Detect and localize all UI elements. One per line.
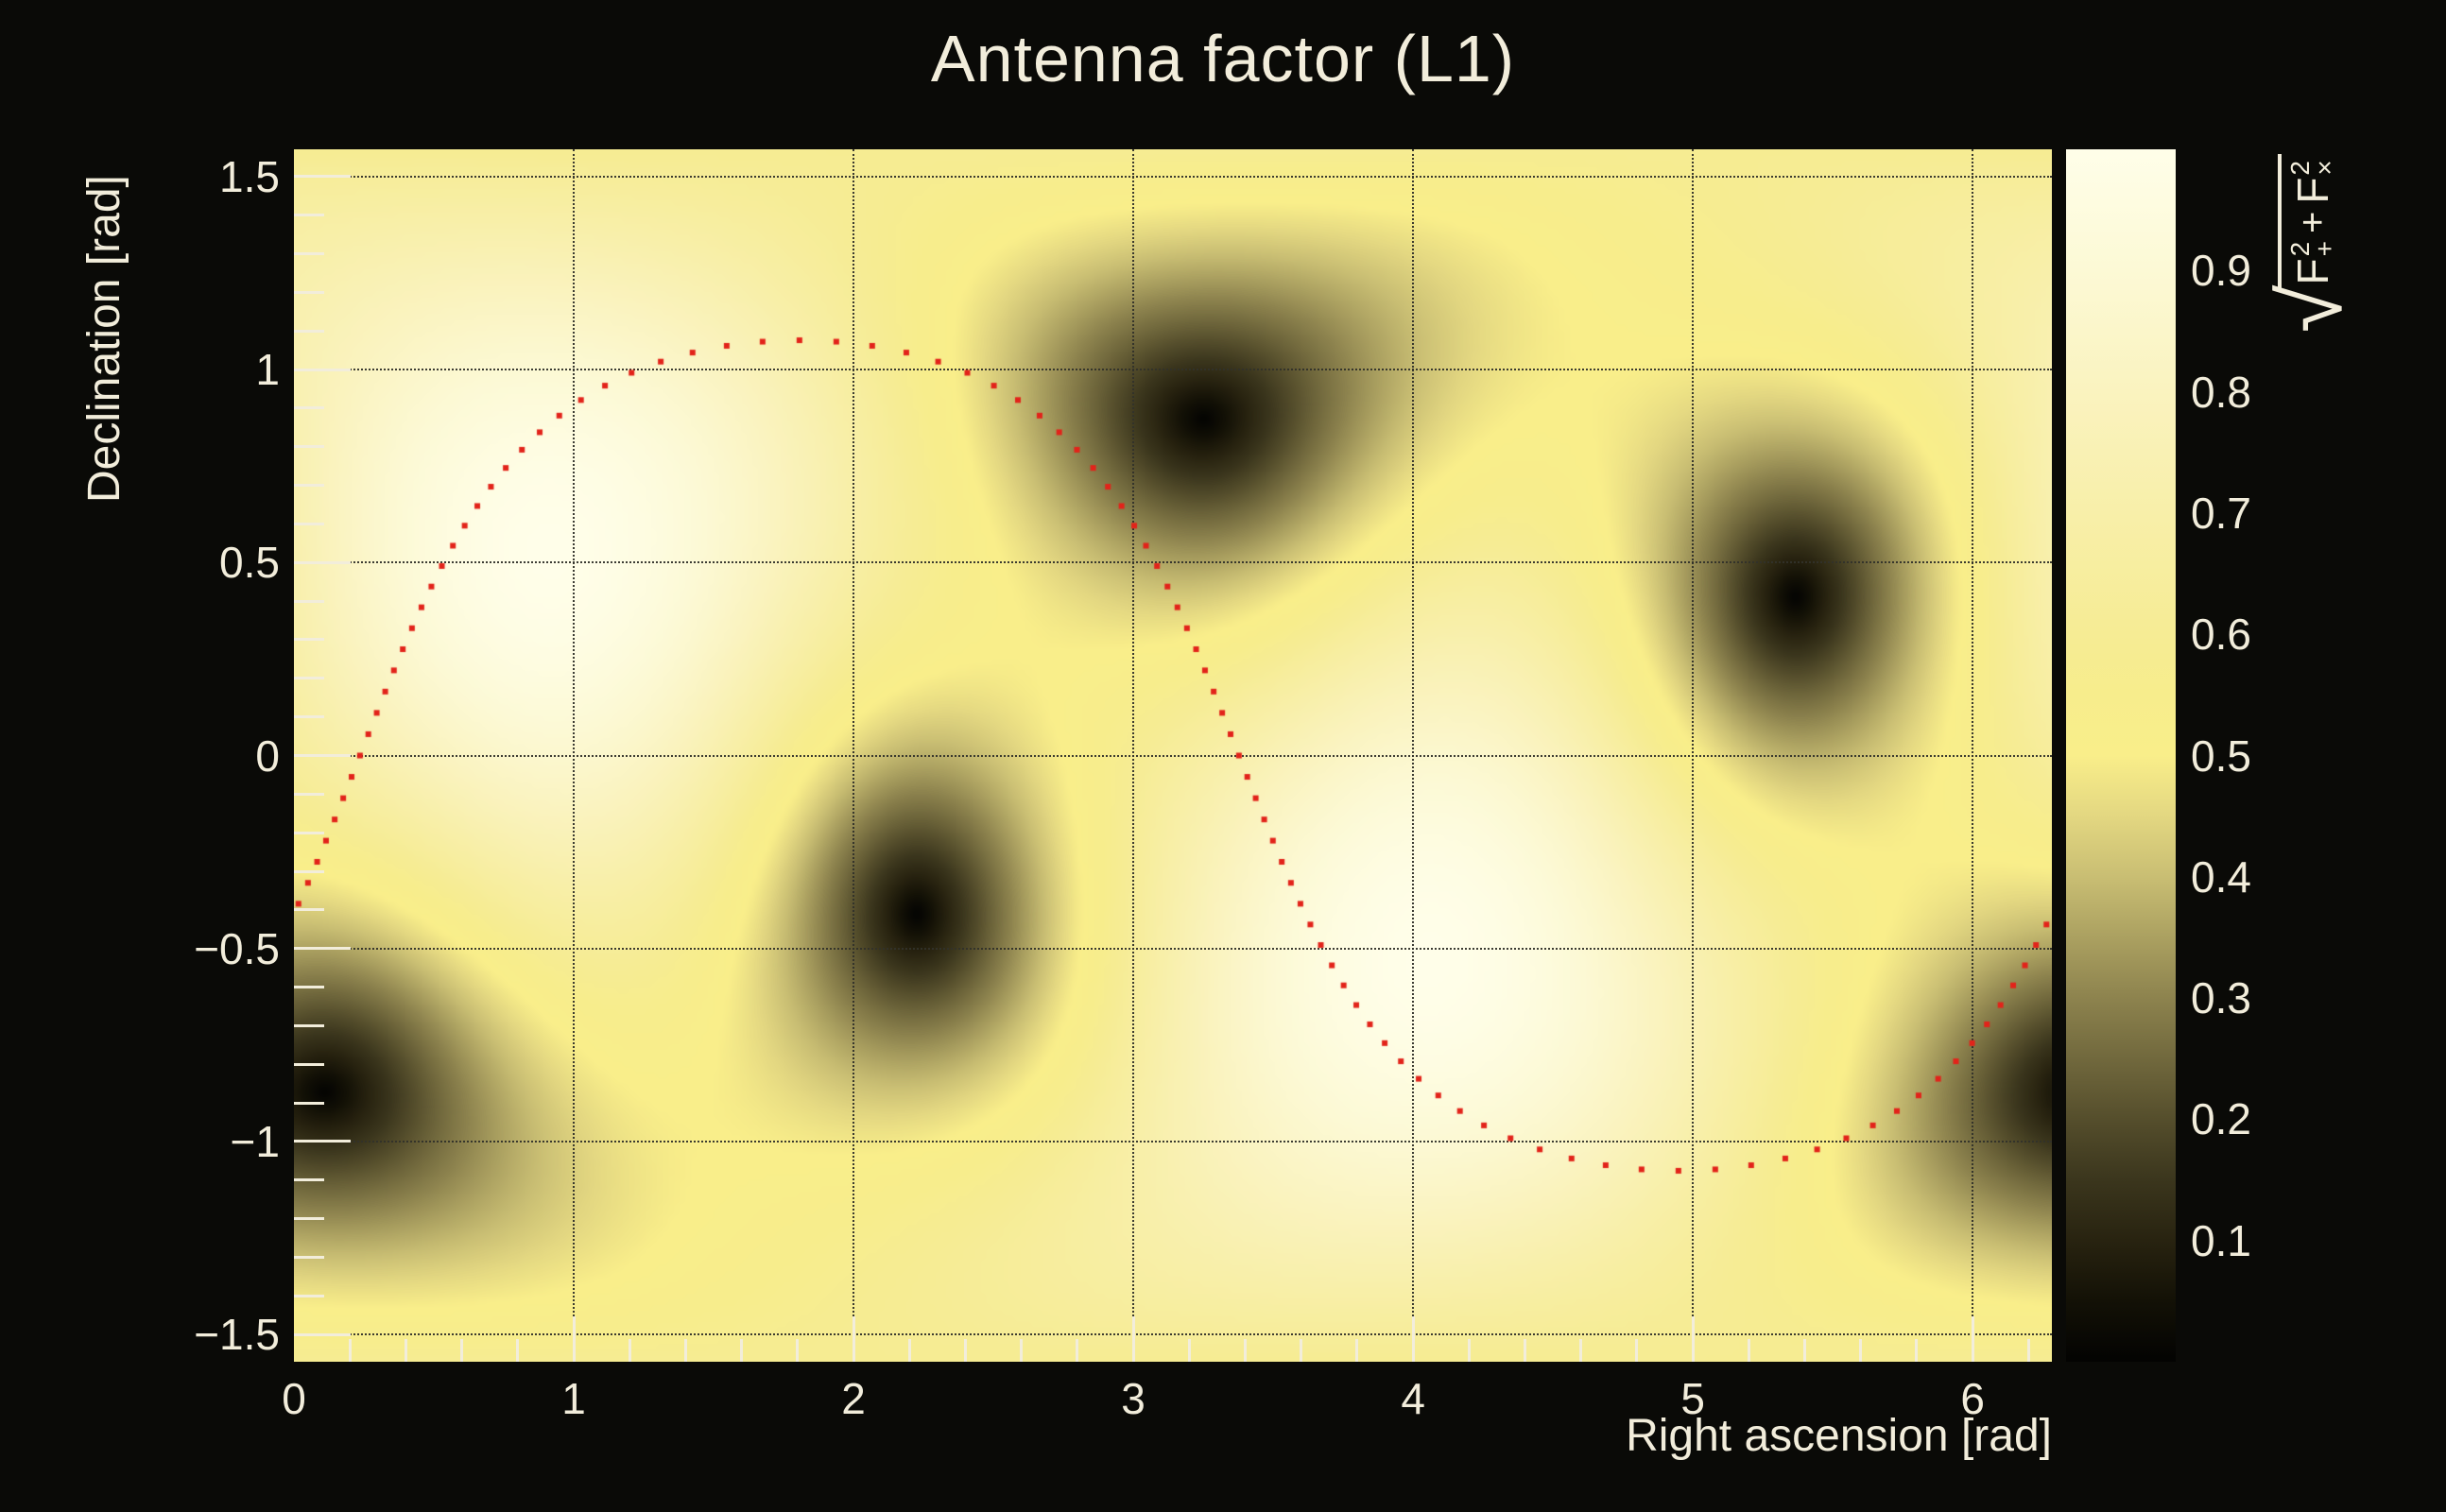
tick-mark [796, 1339, 800, 1362]
tick-mark [1691, 1316, 1695, 1362]
tick-mark [294, 947, 351, 951]
tick-mark [294, 214, 324, 217]
colorbar-tick-label: 0.8 [2191, 367, 2251, 417]
tick-mark [963, 1339, 967, 1362]
x-tick-label: 2 [841, 1374, 866, 1423]
y-tick-label: 1.5 [219, 151, 280, 201]
y-tick-label: −0.5 [194, 923, 280, 973]
tick-mark [1243, 1339, 1247, 1362]
radicand: F 2 + + F 2 × [2278, 154, 2339, 289]
axis-ticks [294, 149, 2052, 1362]
tick-mark [1187, 1339, 1191, 1362]
colorbar-tick-label: 0.6 [2191, 610, 2251, 660]
tick-mark [294, 1294, 324, 1297]
tick-mark [294, 638, 324, 642]
y-tick-label: 1 [255, 345, 280, 395]
tick-mark [852, 1316, 855, 1362]
tick-mark [294, 252, 324, 256]
tick-mark [294, 599, 324, 603]
plot-area [294, 149, 2052, 1362]
tick-mark [294, 831, 324, 834]
tick-mark [1076, 1339, 1079, 1362]
tick-mark [1859, 1339, 1863, 1362]
x-tick-label: 1 [561, 1374, 586, 1423]
tick-mark [516, 1339, 520, 1362]
tick-mark [294, 560, 351, 564]
colorbar-tick-label: 0.4 [2191, 851, 2251, 902]
tick-mark [294, 754, 351, 757]
tick-mark [348, 1339, 352, 1362]
y-tick-label: −1 [230, 1116, 280, 1166]
tick-mark [628, 1339, 631, 1362]
tick-mark [572, 1316, 576, 1362]
x-tick-label: 4 [1401, 1374, 1425, 1423]
tick-mark [294, 175, 351, 179]
tick-mark [294, 1023, 324, 1027]
tick-mark [294, 869, 324, 873]
x-tick-label: 0 [282, 1374, 306, 1423]
y-tick-label: 0 [255, 730, 280, 781]
tick-mark [2026, 1339, 2030, 1362]
tick-mark [1635, 1339, 1639, 1362]
tick-mark [294, 1217, 324, 1221]
tick-mark [294, 1140, 351, 1143]
x-tick-label: 5 [1680, 1374, 1705, 1423]
tick-mark [1467, 1339, 1471, 1362]
x-tick-label: 3 [1121, 1374, 1145, 1423]
tick-mark [1747, 1339, 1750, 1362]
tick-mark [294, 792, 324, 796]
colorbar-axis-title: √ F 2 + + F 2 × [2264, 144, 2367, 334]
tick-mark [294, 1178, 324, 1182]
tick-mark [294, 986, 324, 989]
colorbar-tick-label: 0.2 [2191, 1094, 2251, 1144]
tick-mark [294, 1332, 351, 1336]
tick-mark [294, 484, 324, 488]
tick-mark [1971, 1316, 1974, 1362]
tick-mark [294, 445, 324, 449]
tick-mark [404, 1339, 407, 1362]
tick-mark [1411, 1316, 1415, 1362]
colorbar-tick-label: 0.5 [2191, 730, 2251, 781]
tick-mark [294, 908, 324, 912]
tick-mark [907, 1339, 911, 1362]
tick-mark [294, 368, 351, 371]
tick-mark [294, 329, 324, 333]
tick-mark [1355, 1339, 1359, 1362]
tick-mark [294, 715, 324, 719]
colorbar-tick-label: 0.9 [2191, 246, 2251, 296]
colorbar-tick-label: 0.3 [2191, 973, 2251, 1023]
tick-mark [1803, 1339, 1807, 1362]
page-title: Antenna factor (L1) [930, 22, 1516, 95]
tick-mark [1915, 1339, 1919, 1362]
colorbar-tick-label: 0.7 [2191, 488, 2251, 538]
tick-mark [294, 290, 324, 294]
tick-mark [1579, 1339, 1583, 1362]
tick-mark [1300, 1339, 1303, 1362]
tick-mark [740, 1339, 744, 1362]
y-axis-title: Declination [rad] [79, 175, 129, 503]
track-dots-canvas [294, 149, 2052, 1362]
y-tick-label: 0.5 [219, 538, 280, 588]
y-tick-label: −1.5 [194, 1310, 280, 1360]
tick-mark [294, 677, 324, 680]
tick-mark [294, 1062, 324, 1066]
colorbar [2066, 149, 2176, 1362]
tick-mark [294, 1255, 324, 1259]
colorbar-tick-label: 0.1 [2191, 1215, 2251, 1265]
sqrt-symbol: √ [2264, 284, 2360, 334]
x-tick-label: 6 [1960, 1374, 1985, 1423]
tick-mark [683, 1339, 687, 1362]
tick-mark [1524, 1339, 1527, 1362]
tick-mark [460, 1339, 464, 1362]
tick-mark [294, 1101, 324, 1105]
f-cross-term: F 2 × [2285, 160, 2339, 204]
plus-operator: + [2291, 211, 2334, 234]
tick-mark [1020, 1339, 1024, 1362]
tick-mark [294, 406, 324, 410]
x-axis-title: Right ascension [rad] [1626, 1411, 2052, 1461]
f-plus-term: F 2 + [2285, 241, 2339, 285]
tick-mark [294, 522, 324, 525]
tick-mark [1131, 1316, 1135, 1362]
